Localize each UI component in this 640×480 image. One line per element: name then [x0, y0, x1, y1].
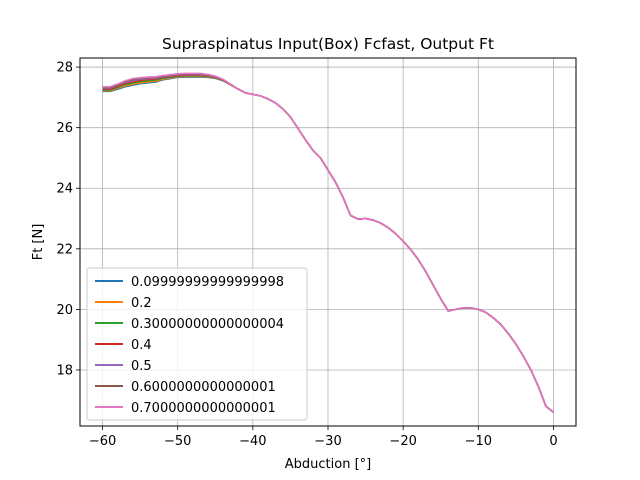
- x-tick-label: −20: [389, 434, 416, 449]
- x-tick-label: 0: [549, 434, 557, 449]
- legend: 0.09999999999999998 0.2 0.3000000000000000…: [86, 267, 308, 421]
- legend-label: 0.7000000000000001: [131, 401, 276, 416]
- legend-box: [86, 267, 308, 421]
- legend-label: 0.09999999999999998: [131, 275, 284, 290]
- legend-label: 0.6000000000000001: [131, 380, 276, 395]
- y-axis-label: Ft [N]: [31, 224, 46, 261]
- series-line-7: [102, 72, 554, 413]
- legend-label: 0.30000000000000004: [131, 317, 284, 332]
- series-lines: [102, 72, 554, 413]
- x-tick-label: −50: [164, 434, 191, 449]
- y-tick-label: 24: [56, 182, 73, 197]
- y-tick-label: 22: [56, 242, 73, 257]
- x-axis-label: Abduction [°]: [285, 457, 371, 472]
- x-tick-label: −60: [89, 434, 116, 449]
- x-tick-label: −30: [314, 434, 341, 449]
- legend-label: 0.4: [131, 338, 152, 353]
- x-tick-label: −10: [465, 434, 492, 449]
- y-tick-label: 18: [56, 363, 73, 378]
- legend-label: 0.5: [131, 359, 152, 374]
- x-tick-label: −40: [239, 434, 266, 449]
- axis-ticks: −60 −50 −40 −30 −20 −10 0 18 20 22 24 26 28: [56, 61, 557, 449]
- y-tick-label: 26: [56, 121, 73, 136]
- y-tick-label: 28: [56, 61, 73, 76]
- y-tick-label: 20: [56, 303, 73, 318]
- legend-label: 0.2: [131, 296, 152, 311]
- chart-title: Supraspinatus Input(Box) Fcfast, Output …: [162, 35, 494, 53]
